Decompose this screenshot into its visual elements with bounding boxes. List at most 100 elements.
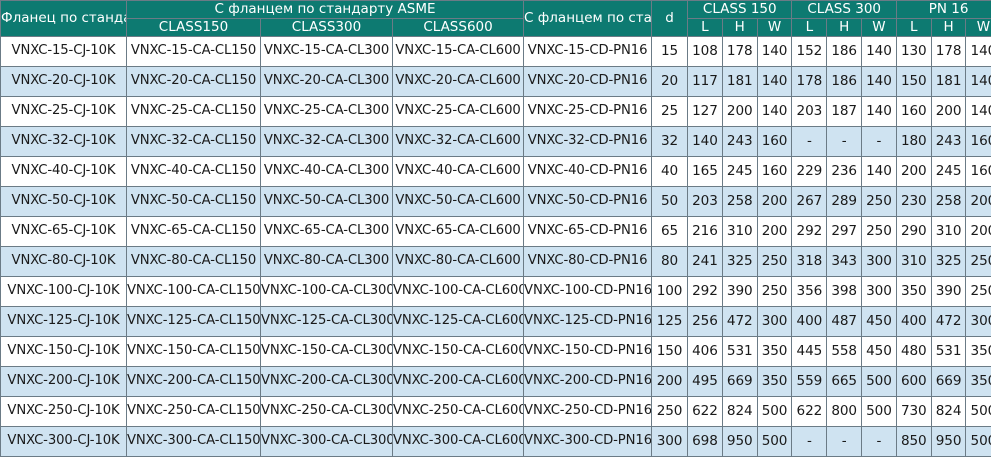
row-cell-asme600: VNXC-200-CA-CL600 [391,365,525,397]
row-cell-asme150: VNXC-300-CA-CL150 [126,425,261,457]
row-cell-class150-h: 181 [721,65,758,97]
row-cell-class150-h: 472 [721,305,758,337]
header-class150-l: L [687,17,723,37]
row-cell-pn16-h: 243 [930,125,967,157]
row-cell-asme150: VNXC-50-CA-CL150 [126,185,261,217]
row-cell-class150-l: 216 [687,215,723,247]
row-cell-jis: VNXC-100-CJ-10K [0,275,127,307]
row-cell-asme600: VNXC-100-CA-CL600 [391,275,525,307]
row-cell-class300-l: 267 [791,185,828,217]
row-cell-d: 100 [651,275,689,307]
row-cell-class300-w: 450 [861,305,897,337]
table-row: VNXC-20-CJ-10K VNXC-20-CA-CL150 VNXC-20-CA… [0,65,991,97]
row-cell-asme300: VNXC-20-CA-CL300 [260,65,393,97]
row-cell-d: 150 [651,335,689,367]
header-group-class150: CLASS 150 [687,0,793,19]
row-cell-class300-l: - [791,425,828,457]
row-cell-class150-h: 310 [721,215,758,247]
row-cell-class150-h: 258 [721,185,758,217]
row-cell-class300-h: 800 [826,395,863,427]
row-cell-pn16-l: 480 [895,335,932,367]
row-cell-class150-w: 160 [756,155,793,187]
row-cell-pn16-l: 600 [895,365,932,397]
row-cell-asme300: VNXC-100-CA-CL300 [260,275,393,307]
row-cell-pn16-h: 181 [930,65,967,97]
row-cell-class300-w: 500 [861,395,897,427]
row-cell-asme150: VNXC-32-CA-CL150 [126,125,261,157]
table-row: VNXC-65-CJ-10K VNXC-65-CA-CL150 VNXC-65-CA… [0,215,991,247]
row-cell-asme300: VNXC-32-CA-CL300 [260,125,393,157]
row-cell-asme150: VNXC-200-CA-CL150 [126,365,261,397]
row-cell-asme150: VNXC-40-CA-CL150 [126,155,261,187]
row-cell-class300-w: 500 [861,365,897,397]
row-cell-jis: VNXC-200-CJ-10K [0,365,127,397]
table-row: VNXC-80-CJ-10K VNXC-80-CA-CL150 VNXC-80-CA… [0,245,991,277]
row-cell-class150-l: 622 [687,395,723,427]
row-cell-pn16-w: 300 [965,305,991,337]
row-cell-asme600: VNXC-125-CA-CL600 [391,305,525,337]
row-cell-class150-l: 117 [687,65,723,97]
header-group-class300: CLASS 300 [791,0,897,19]
row-cell-din: VNXC-200-CD-PN16 [523,365,653,397]
row-cell-asme600: VNXC-80-CA-CL600 [391,245,525,277]
row-cell-asme600: VNXC-50-CA-CL600 [391,185,525,217]
row-cell-pn16-l: 230 [895,185,932,217]
row-cell-asme300: VNXC-25-CA-CL300 [260,95,393,127]
row-cell-pn16-w: 500 [965,395,991,427]
row-cell-class300-h: 558 [826,335,863,367]
row-cell-asme600: VNXC-150-CA-CL600 [391,335,525,367]
row-cell-class300-h: 297 [826,215,863,247]
row-cell-pn16-w: 350 [965,335,991,367]
row-cell-class150-l: 165 [687,155,723,187]
row-cell-pn16-l: 290 [895,215,932,247]
row-cell-pn16-h: 178 [930,35,967,67]
row-cell-din: VNXC-15-CD-PN16 [523,35,653,67]
row-cell-asme600: VNXC-25-CA-CL600 [391,95,525,127]
row-cell-asme150: VNXC-65-CA-CL150 [126,215,261,247]
row-cell-jis: VNXC-25-CJ-10K [0,95,127,127]
table-row: VNXC-50-CJ-10K VNXC-50-CA-CL150 VNXC-50-CA… [0,185,991,217]
row-cell-class150-w: 250 [756,245,793,277]
row-cell-d: 25 [651,95,689,127]
row-cell-pn16-w: 200 [965,215,991,247]
row-cell-class300-l: 400 [791,305,828,337]
row-cell-pn16-l: 850 [895,425,932,457]
row-cell-asme600: VNXC-32-CA-CL600 [391,125,525,157]
row-cell-class150-h: 531 [721,335,758,367]
row-cell-class150-h: 325 [721,245,758,277]
row-cell-class300-w: 300 [861,275,897,307]
row-cell-pn16-h: 669 [930,365,967,397]
table-row: VNXC-150-CJ-10K VNXC-150-CA-CL150 VNXC-150… [0,335,991,367]
row-cell-class300-h: - [826,425,863,457]
row-cell-d: 125 [651,305,689,337]
row-cell-d: 20 [651,65,689,97]
header-asme-class150: CLASS150 [126,17,261,37]
row-cell-din: VNXC-150-CD-PN16 [523,335,653,367]
row-cell-class150-l: 698 [687,425,723,457]
table-row: VNXC-25-CJ-10K VNXC-25-CA-CL150 VNXC-25-CA… [0,95,991,127]
row-cell-asme600: VNXC-15-CA-CL600 [391,35,525,67]
table-body: VNXC-15-CJ-10K VNXC-15-CA-CL150 VNXC-15-CA… [0,35,991,457]
row-cell-class150-l: 127 [687,95,723,127]
header-col-jis: Фланец по стандарту JIS10K [0,0,127,37]
row-cell-class150-l: 203 [687,185,723,217]
row-cell-jis: VNXC-20-CJ-10K [0,65,127,97]
row-cell-class150-w: 250 [756,275,793,307]
header-row-sub: CLASS150 CLASS300 CLASS600 L H W L H W L… [1,17,991,37]
header-row-top: Фланец по стандарту JIS10K С фланцем по … [0,0,991,37]
row-cell-din: VNXC-50-CD-PN16 [523,185,653,217]
row-cell-asme600: VNXC-40-CA-CL600 [391,155,525,187]
row-cell-din: VNXC-40-CD-PN16 [523,155,653,187]
row-cell-asme300: VNXC-15-CA-CL300 [260,35,393,67]
row-cell-jis: VNXC-15-CJ-10K [0,35,127,67]
row-cell-din: VNXC-300-CD-PN16 [523,425,653,457]
row-cell-class150-h: 669 [721,365,758,397]
row-cell-asme600: VNXC-300-CA-CL600 [391,425,525,457]
header-pn16-l: L [895,17,932,37]
row-cell-d: 300 [651,425,689,457]
row-cell-asme300: VNXC-125-CA-CL300 [260,305,393,337]
row-cell-asme150: VNXC-100-CA-CL150 [126,275,261,307]
row-cell-pn16-l: 180 [895,125,932,157]
row-cell-class150-l: 256 [687,305,723,337]
row-cell-pn16-h: 245 [930,155,967,187]
